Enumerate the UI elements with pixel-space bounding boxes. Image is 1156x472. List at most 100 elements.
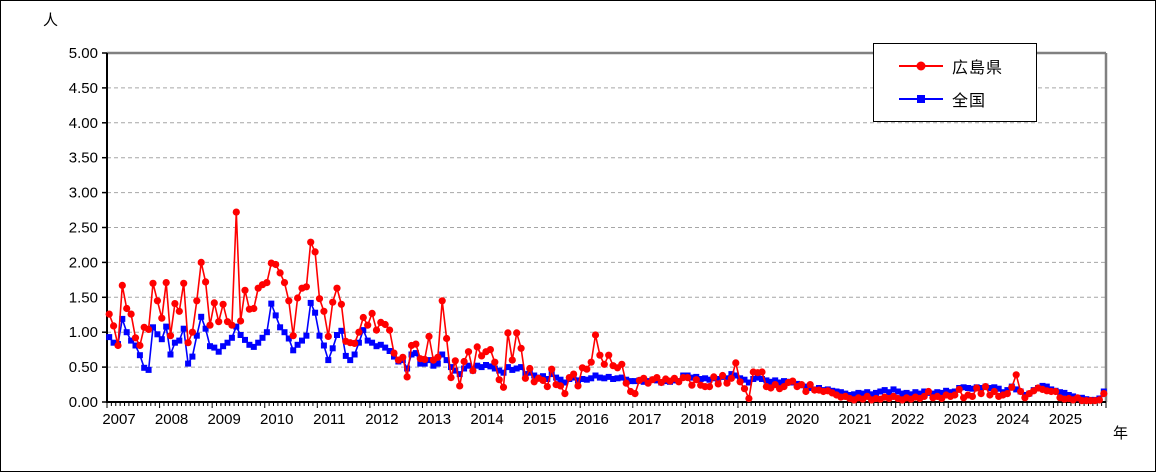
data-point: [548, 371, 555, 378]
data-point: [943, 387, 950, 394]
data-point: [890, 386, 897, 393]
data-point: [517, 344, 525, 352]
data-point: [491, 365, 498, 372]
data-point: [123, 304, 131, 313]
data-point: [632, 378, 638, 385]
data-point: [228, 321, 236, 329]
data-point: [180, 325, 187, 332]
data-point: [333, 284, 341, 292]
data-point: [772, 377, 779, 384]
data-point: [740, 385, 749, 393]
data-point: [583, 365, 591, 373]
data-point: [509, 366, 516, 373]
data-point: [688, 374, 695, 381]
data-point: [556, 382, 565, 390]
data-point: [543, 383, 551, 391]
data-point: [232, 208, 240, 216]
data-point: [145, 366, 152, 373]
x-year-label: 2025: [1049, 411, 1082, 428]
data-point: [294, 341, 301, 348]
data-point: [965, 385, 971, 391]
data-point: [447, 374, 455, 382]
data-point: [995, 385, 1002, 392]
data-point: [368, 309, 376, 317]
data-point: [881, 387, 888, 394]
y-tick-label: 4.00: [69, 115, 98, 132]
data-point: [128, 337, 135, 344]
data-point: [495, 376, 503, 384]
data-point: [486, 346, 494, 354]
data-point: [198, 313, 205, 320]
data-point: [653, 374, 661, 382]
x-axis-unit-label: 年: [1113, 425, 1129, 442]
data-point: [504, 364, 511, 371]
x-year-label: 2018: [681, 411, 714, 428]
data-point: [688, 381, 696, 389]
x-year-label: 2021: [838, 411, 871, 428]
data-point: [1012, 371, 1020, 379]
data-point: [184, 339, 192, 347]
data-point: [105, 310, 113, 318]
data-point: [899, 390, 906, 397]
data-point: [390, 349, 398, 357]
data-point: [451, 357, 459, 365]
data-point: [886, 389, 893, 396]
data-point: [412, 350, 419, 357]
data-point: [189, 353, 196, 360]
data-point: [864, 389, 871, 396]
data-point: [171, 300, 179, 308]
data-point: [1061, 389, 1068, 396]
data-point: [600, 360, 608, 368]
data-point: [575, 377, 581, 384]
data-point: [539, 376, 547, 384]
x-year-label: 2019: [733, 411, 766, 428]
x-year-label: 2009: [207, 411, 240, 428]
data-point: [259, 334, 266, 341]
data-point: [947, 389, 954, 396]
data-point: [951, 391, 959, 399]
data-point: [724, 375, 730, 382]
data-point: [710, 373, 718, 381]
data-point: [518, 364, 525, 371]
data-point: [592, 372, 599, 379]
legend-marker-red-circle: [899, 61, 943, 71]
data-point: [443, 357, 450, 364]
data-point: [692, 376, 700, 384]
data-point: [705, 383, 714, 391]
data-point: [855, 389, 862, 396]
data-point: [154, 331, 161, 338]
data-point: [526, 369, 533, 376]
data-point: [877, 388, 884, 395]
x-year-label: 2012: [365, 411, 398, 428]
data-point: [386, 348, 393, 354]
data-point: [758, 368, 766, 376]
data-point: [456, 371, 463, 378]
data-point: [640, 374, 648, 382]
data-point: [228, 334, 235, 341]
data-point: [912, 389, 919, 396]
data-point: [408, 351, 415, 358]
data-point: [464, 348, 473, 356]
data-point: [903, 389, 910, 396]
data-point: [750, 376, 757, 382]
data-point: [728, 371, 735, 378]
data-point: [986, 385, 993, 391]
data-point: [364, 337, 371, 344]
data-point: [531, 372, 538, 379]
x-year-label: 2010: [260, 411, 293, 428]
data-point: [465, 362, 472, 369]
data-point: [149, 279, 157, 287]
data-point: [163, 323, 170, 330]
data-point: [601, 375, 608, 382]
data-point: [263, 329, 270, 336]
data-point: [176, 337, 183, 344]
data-point: [150, 324, 156, 331]
data-point: [280, 279, 289, 287]
data-point: [921, 388, 928, 395]
data-point: [329, 298, 337, 306]
data-point: [596, 351, 604, 359]
data-point: [119, 315, 126, 322]
chart-legend: 広島県 全国: [873, 43, 1037, 122]
data-point: [851, 391, 858, 398]
